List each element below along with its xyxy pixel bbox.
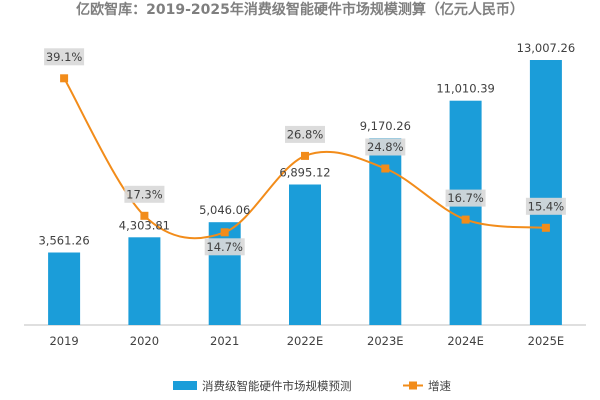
rate-line-group — [60, 74, 550, 240]
x-tick-label: 2020 — [130, 334, 159, 348]
legend-bar-swatch — [173, 381, 197, 390]
bar-2024E — [449, 100, 482, 325]
x-tick-label: 2019 — [49, 334, 78, 348]
legend-line-marker — [409, 381, 417, 390]
rate-value-label: 14.7% — [206, 240, 243, 254]
rate-marker — [220, 228, 229, 237]
rate-marker — [541, 223, 550, 232]
x-tick-label: 2022E — [287, 334, 324, 348]
rate-labels-group: 39.1% 17.3% 14.7% 26.8% 24.8% 16.7% 15.4% — [44, 48, 566, 256]
x-tick-label: 2025E — [528, 334, 565, 348]
rate-value-label: 17.3% — [126, 187, 163, 201]
x-tick-labels: 2019 2020 2021 2022E 2023E 2024E 2025E — [49, 334, 564, 348]
bar-value-label: 6,895.12 — [279, 166, 330, 180]
rate-value-label: 16.7% — [447, 191, 484, 205]
legend-line-label: 增速 — [428, 379, 451, 393]
rate-label-box — [124, 185, 165, 203]
rate-marker — [60, 74, 69, 83]
rate-value-label: 24.8% — [367, 140, 404, 154]
rate-marker — [381, 164, 390, 173]
legend: 消费级智能硬件市场规模预测 增速 — [173, 379, 451, 393]
bar-2022E — [289, 184, 321, 325]
bars-group — [48, 60, 562, 325]
chart-title: 亿欧智库：2019-2025年消费级智能硬件市场规模测算（亿元人民币） — [76, 1, 524, 18]
bar-2025E — [529, 60, 562, 325]
bar-2019 — [48, 252, 81, 325]
rate-label-box — [445, 189, 486, 207]
legend-bar-label: 消费级智能硬件市场规模预测 — [202, 379, 352, 393]
bar-value-label: 9,170.26 — [360, 119, 411, 133]
rate-value-label: 26.8% — [287, 127, 324, 141]
rate-value-label: 15.4% — [528, 199, 565, 213]
bar-value-label: 4,303.81 — [119, 218, 170, 232]
bar-2021 — [208, 222, 241, 325]
rate-label-box — [285, 125, 325, 143]
x-tick-label: 2024E — [447, 334, 484, 348]
rate-value-label: 39.1% — [46, 50, 83, 64]
bar-labels-group: 3,561.26 4,303.81 5,046.06 6,895.12 9,170.26… — [38, 41, 575, 248]
bar-2020 — [128, 237, 161, 325]
bar-value-label: 3,561.26 — [38, 234, 89, 248]
bar-value-label: 13,007.26 — [517, 41, 576, 55]
rate-marker — [461, 215, 470, 224]
rate-label-box — [44, 48, 85, 66]
bar-value-label: 5,046.06 — [199, 203, 250, 217]
rate-marker — [140, 211, 149, 220]
x-tick-label: 2023E — [367, 334, 404, 348]
rate-label-box — [365, 138, 406, 156]
x-tick-label: 2021 — [210, 334, 239, 348]
rate-label-box — [204, 238, 245, 256]
rate-label-box — [525, 197, 566, 215]
rate-marker — [301, 151, 309, 160]
bar-value-label: 11,010.39 — [436, 82, 495, 96]
